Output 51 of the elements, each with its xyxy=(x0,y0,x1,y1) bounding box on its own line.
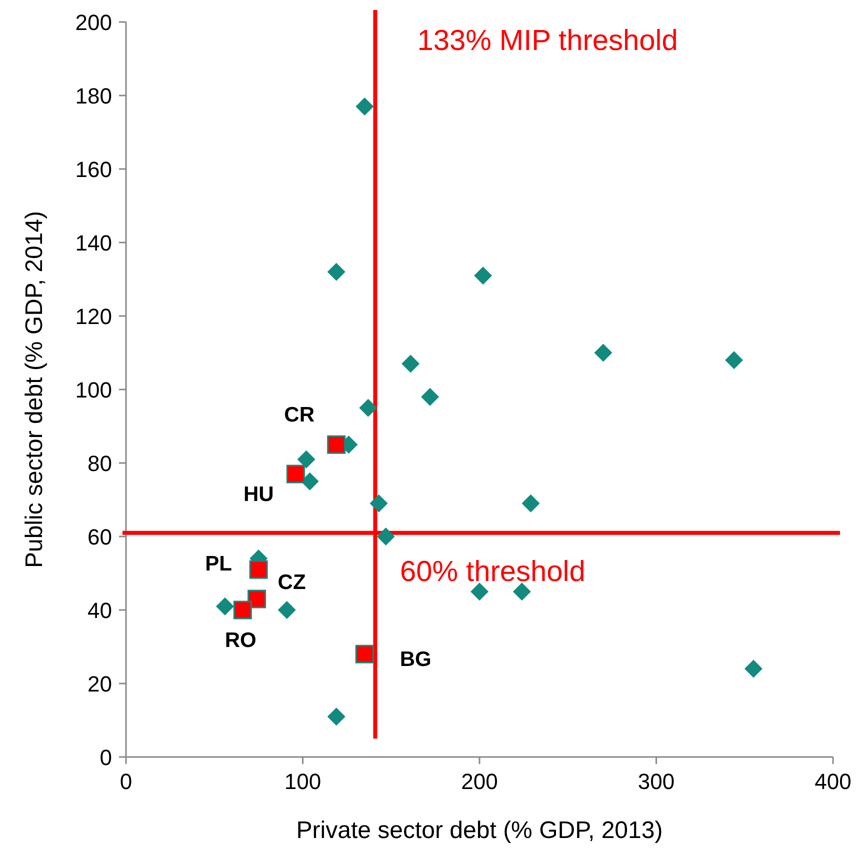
point xyxy=(327,435,346,454)
point xyxy=(249,560,268,579)
point xyxy=(355,644,374,664)
point xyxy=(297,450,316,468)
x-tick-label: 0 xyxy=(120,769,132,794)
point xyxy=(474,266,492,285)
y-tick-label: 60 xyxy=(88,524,112,550)
annotation: PL xyxy=(205,552,232,576)
annotation: CZ xyxy=(278,570,306,594)
x-tick-label: 200 xyxy=(461,769,498,794)
y-tick-label: 200 xyxy=(75,10,112,35)
x-tick-label: 100 xyxy=(284,769,322,794)
y-tick-label: 180 xyxy=(75,84,112,108)
x-tick-label: 400 xyxy=(814,769,852,794)
point xyxy=(421,388,440,406)
x-tick-label: 300 xyxy=(638,769,675,794)
point xyxy=(376,528,395,546)
y-tick-label: 80 xyxy=(88,451,112,476)
point xyxy=(594,344,612,362)
y-tick-label: 0 xyxy=(100,745,112,770)
point xyxy=(356,98,374,116)
point xyxy=(300,472,319,490)
point xyxy=(216,597,234,616)
point xyxy=(370,494,388,512)
annotation: RO xyxy=(224,629,256,652)
ref-line-label: 60% threshold xyxy=(400,556,586,588)
point xyxy=(522,494,540,512)
y-tick-label: 100 xyxy=(75,378,112,402)
y-axis-title: Public sector debt (% GDP, 2014) xyxy=(21,210,48,568)
y-tick-label: 140 xyxy=(75,230,112,256)
point xyxy=(278,601,296,619)
point xyxy=(286,464,305,484)
point xyxy=(744,660,762,678)
y-tick-label: 20 xyxy=(88,672,112,696)
point xyxy=(402,354,420,373)
y-tick-label: 160 xyxy=(75,157,112,182)
x-axis-title: Private sector debt (% GDP, 2013) xyxy=(296,817,663,844)
point xyxy=(512,582,531,601)
point xyxy=(233,600,252,620)
point xyxy=(248,590,266,608)
annotation: BG xyxy=(400,648,432,672)
ref-line-label: 133% MIP threshold xyxy=(417,25,678,57)
annotation: HU xyxy=(244,483,274,506)
point xyxy=(327,708,346,726)
point xyxy=(725,351,744,370)
point xyxy=(327,262,346,281)
annotation: CR xyxy=(284,404,315,427)
point xyxy=(359,398,378,417)
point xyxy=(470,582,488,601)
y-tick-label: 120 xyxy=(75,304,112,329)
y-tick-label: 40 xyxy=(88,598,112,623)
